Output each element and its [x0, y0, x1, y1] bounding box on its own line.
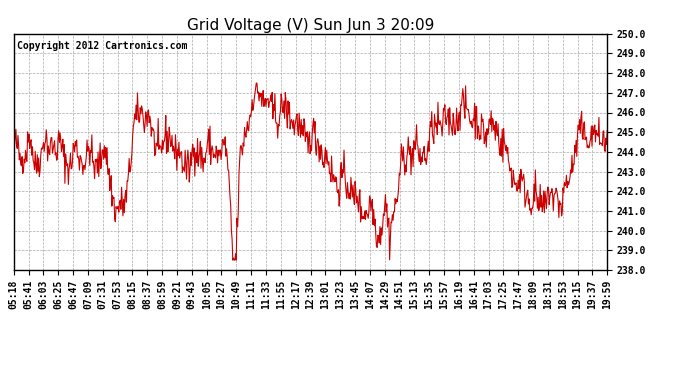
Text: Copyright 2012 Cartronics.com: Copyright 2012 Cartronics.com — [17, 41, 187, 51]
Title: Grid Voltage (V) Sun Jun 3 20:09: Grid Voltage (V) Sun Jun 3 20:09 — [187, 18, 434, 33]
